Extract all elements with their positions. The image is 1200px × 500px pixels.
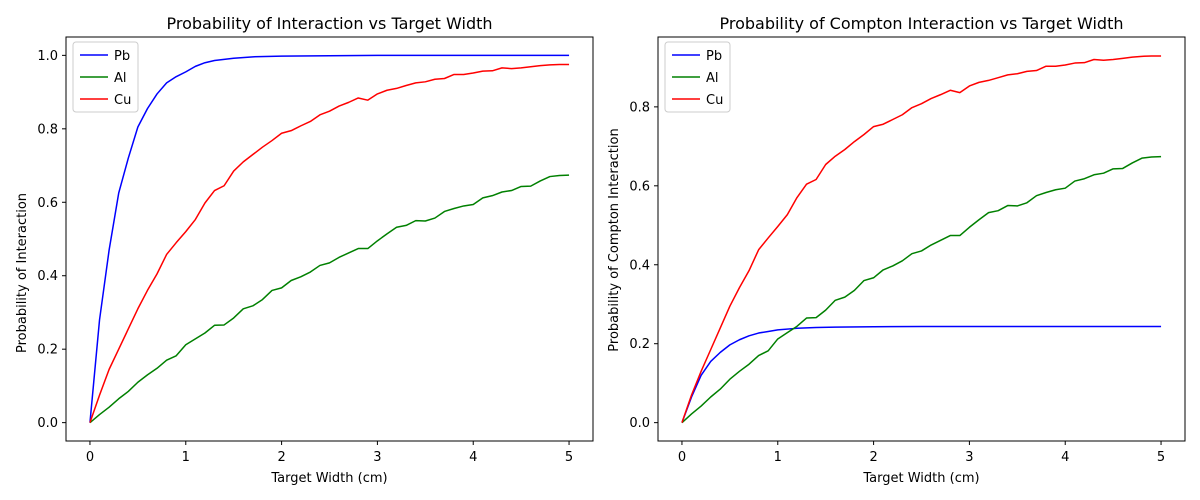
x-tick-label: 5 [1157, 450, 1165, 465]
y-tick-label: 0.4 [37, 269, 58, 284]
y-tick-label: 0.2 [629, 337, 650, 352]
legend-label-al: Al [706, 71, 719, 86]
chart-panel-interaction: Probability of Interaction vs Target Wid… [15, 14, 594, 486]
series-line-pb [681, 325, 1162, 423]
chart-panel-compton: Probability of Compton Interaction vs Ta… [607, 14, 1186, 486]
y-tick-label: 0.0 [37, 416, 58, 431]
y-tick-label: 0.8 [37, 122, 58, 137]
y-tick-label: 0.2 [37, 343, 58, 358]
series-line-al [681, 155, 1162, 424]
y-axis-label: Probability of Interaction [15, 193, 30, 353]
x-tick-label: 3 [965, 450, 973, 465]
legend-label-cu: Cu [706, 93, 723, 108]
x-axis-label: Target Width (cm) [862, 471, 979, 486]
legend-label-pb: Pb [114, 49, 130, 64]
x-tick-label: 4 [1061, 450, 1069, 465]
plot-lines [681, 55, 1162, 424]
series-line-pb [89, 54, 570, 423]
series-line-al [89, 174, 570, 424]
x-axis-label: Target Width (cm) [270, 471, 387, 486]
plot-frame [65, 36, 594, 442]
plot-frame [657, 36, 1186, 442]
x-tick-label: 1 [182, 450, 190, 465]
x-tick-label: 5 [565, 450, 573, 465]
x-tick-label: 0 [86, 450, 94, 465]
x-tick-label: 4 [469, 450, 477, 465]
legend-label-pb: Pb [706, 49, 722, 64]
series-line-cu [89, 63, 570, 423]
y-tick-label: 0.8 [629, 100, 650, 115]
y-tick-label: 0.4 [629, 258, 650, 273]
legend: Pb Al Cu [664, 41, 731, 113]
x-tick-label: 0 [678, 450, 686, 465]
legend-label-cu: Cu [114, 93, 131, 108]
y-tick-label: 0.6 [37, 196, 58, 211]
y-tick-label: 1.0 [37, 49, 58, 64]
series-line-cu [681, 55, 1162, 423]
plot-lines [89, 54, 570, 424]
x-tick-label: 1 [774, 450, 782, 465]
x-tick-label: 2 [277, 450, 285, 465]
y-axis-label: Probability of Compton Interaction [607, 128, 622, 351]
axis-ticks: 0 1 2 3 4 5 0.0 0.2 0.4 0.6 0.8 1.0 [37, 49, 573, 465]
chart-title: Probability of Interaction vs Target Wid… [166, 14, 492, 33]
y-tick-label: 0.6 [629, 179, 650, 194]
x-tick-label: 3 [373, 450, 381, 465]
x-tick-label: 2 [869, 450, 877, 465]
legend-label-al: Al [114, 71, 127, 86]
legend: Pb Al Cu [72, 41, 139, 113]
y-tick-label: 0.0 [629, 416, 650, 431]
chart-title: Probability of Compton Interaction vs Ta… [719, 14, 1123, 33]
axis-ticks: 0 1 2 3 4 5 0.0 0.2 0.4 0.6 0.8 [629, 100, 1165, 465]
